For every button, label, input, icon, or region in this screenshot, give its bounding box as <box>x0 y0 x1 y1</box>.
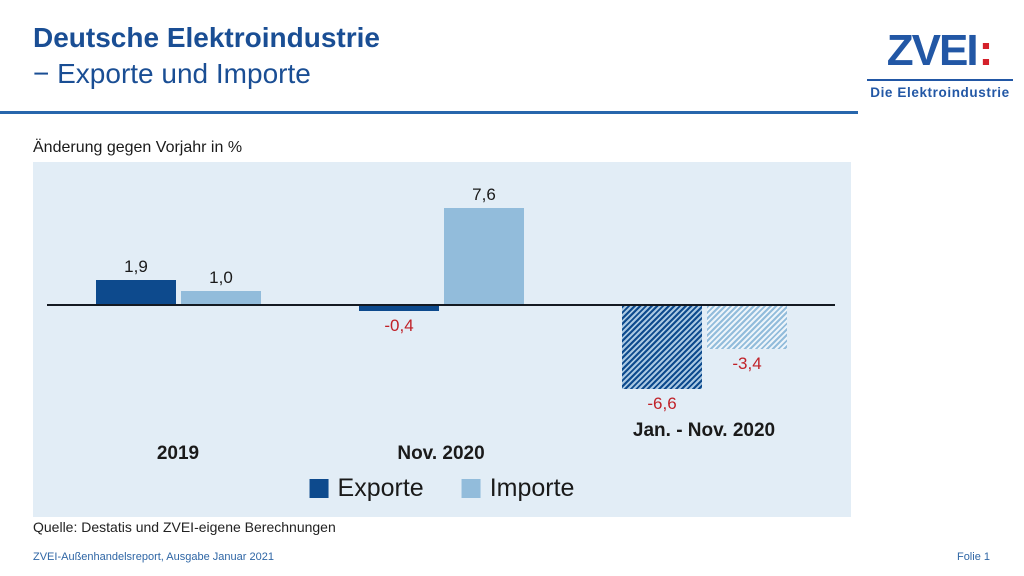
zvei-logo-divider <box>867 79 1013 82</box>
category-label-jan-nov-2020: Jan. - Nov. 2020 <box>632 420 776 441</box>
bar-exporte-nov-2020 <box>359 306 439 311</box>
chart-unit-label: Änderung gegen Vorjahr in % <box>33 139 243 156</box>
source-note: Quelle: Destatis und ZVEI-eigene Berechn… <box>33 519 336 535</box>
bar-importe-2019 <box>181 291 261 304</box>
legend-swatch-importe <box>461 479 481 498</box>
bar-importe-nov-2020 <box>444 208 524 304</box>
category-label-nov-2020: Nov. 2020 <box>397 443 485 464</box>
value-label-importe-jan-nov-2020: -3,4 <box>732 354 762 373</box>
x-axis-line <box>47 304 835 306</box>
legend-swatch-exporte <box>309 479 329 498</box>
bar-exporte-2019 <box>96 280 176 304</box>
zvei-tagline: Die Elektroindustrie <box>870 85 1010 101</box>
page-title: Deutsche Elektroindustrie <box>33 22 380 53</box>
value-label-exporte-nov-2020: -0,4 <box>384 316 414 335</box>
page-subtitle: − Exporte und Importe <box>33 58 311 89</box>
bar-importe-jan-nov-2020 <box>707 306 787 349</box>
value-label-importe-2019: 1,0 <box>209 268 233 287</box>
zvei-colon: : <box>978 26 994 75</box>
chart-legend: Exporte Importe <box>309 474 575 503</box>
legend-item-importe: Importe <box>461 474 575 503</box>
footer-page-number: Folie 1 <box>956 551 990 563</box>
legend-label-exporte: Exporte <box>337 474 424 502</box>
value-label-importe-nov-2020: 7,6 <box>472 185 496 204</box>
header-divider <box>0 111 858 114</box>
zvei-logo: ZVEI: Die Elektroindustrie <box>867 26 1013 101</box>
value-label-exporte-2019: 1,9 <box>124 257 148 276</box>
legend-item-exporte: Exporte <box>309 474 424 503</box>
footer-report-title: ZVEI-Außenhandelsreport, Ausgabe Januar … <box>33 551 274 563</box>
legend-label-importe: Importe <box>489 474 575 502</box>
value-label-exporte-jan-nov-2020: -6,6 <box>647 394 677 413</box>
bar-exporte-jan-nov-2020 <box>622 306 702 389</box>
category-label-2019: 2019 <box>156 443 200 464</box>
zvei-wordmark-text: ZVEI <box>886 26 979 75</box>
chart-plot-area: Exporte Importe 1,9 1,0 2019 -0,4 7,6 Nov. 20… <box>33 162 851 517</box>
zvei-wordmark: ZVEI: <box>867 26 1013 75</box>
